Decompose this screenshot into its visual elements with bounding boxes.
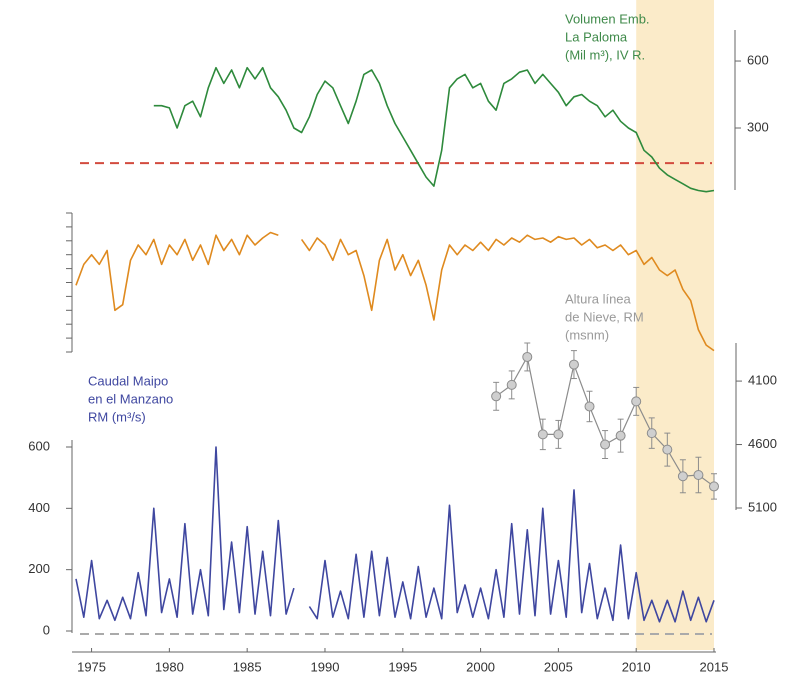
point xyxy=(615,430,626,441)
x-tick-label: 2010 xyxy=(622,659,651,674)
point xyxy=(677,471,688,482)
y-tick-label: 5100 xyxy=(748,499,777,514)
series-line xyxy=(75,446,715,623)
y-tick-label: 600 xyxy=(747,52,769,67)
point xyxy=(553,429,564,440)
point xyxy=(693,470,704,480)
y-tick-label: 300 xyxy=(747,119,769,134)
y-tick-label: 600 xyxy=(28,438,50,453)
point xyxy=(646,428,657,439)
panel-title: La Paloma xyxy=(565,29,628,44)
x-tick-label: 2015 xyxy=(700,659,729,674)
panel-title: en el Manzano xyxy=(88,391,173,406)
point xyxy=(631,396,642,407)
point xyxy=(491,391,502,402)
y-tick-label: 400 xyxy=(28,500,50,515)
highlight-band xyxy=(636,0,714,650)
panel-title: RM (m³/s) xyxy=(88,409,146,424)
point xyxy=(537,429,548,440)
point xyxy=(506,379,517,390)
series-line xyxy=(153,66,715,193)
y-tick-label: 4600 xyxy=(748,436,777,451)
panel-title: de Nieve, RM xyxy=(565,309,644,324)
point xyxy=(709,481,719,492)
x-tick-label: 1975 xyxy=(77,659,106,674)
x-tick-label: 1990 xyxy=(311,659,340,674)
y-tick-label: 200 xyxy=(28,561,50,576)
point xyxy=(522,351,533,362)
x-tick-label: 2005 xyxy=(544,659,573,674)
y-tick-label: 0 xyxy=(43,622,50,637)
x-tick-label: 1995 xyxy=(388,659,417,674)
y-tick-label: 4100 xyxy=(748,373,777,388)
panel-title: (Mil m³), IV R. xyxy=(565,47,645,62)
x-tick-label: 1985 xyxy=(233,659,262,674)
x-tick-label: 2000 xyxy=(466,659,495,674)
point xyxy=(584,401,595,412)
panel-title: Volumen Emb. xyxy=(565,11,650,26)
point xyxy=(662,444,673,455)
panel-title: Altura línea xyxy=(565,291,632,306)
x-tick-label: 1980 xyxy=(155,659,184,674)
point xyxy=(568,359,579,370)
series-line xyxy=(75,231,715,352)
point xyxy=(600,439,611,450)
panel-title: Caudal Maipo xyxy=(88,373,168,388)
panel-title: (msnm) xyxy=(565,327,609,342)
